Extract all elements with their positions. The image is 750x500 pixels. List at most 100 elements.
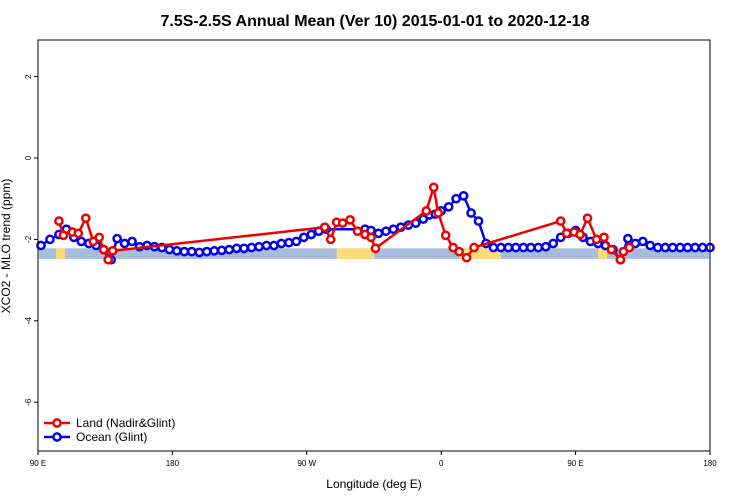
data-point [582, 213, 593, 224]
data-point [370, 243, 381, 254]
data-point [36, 240, 46, 251]
data-point [443, 201, 454, 212]
y-tick-label: -2 [24, 235, 33, 243]
data-point [496, 242, 506, 253]
data-point [172, 245, 182, 256]
data-point [291, 236, 302, 247]
data-point [337, 218, 348, 228]
land-ocean-strip [39, 248, 709, 259]
data-point [525, 242, 536, 253]
data-point [366, 232, 376, 243]
data-point [107, 245, 118, 256]
data-point [624, 242, 635, 253]
data-point [179, 246, 190, 257]
y-tick-label: 2 [24, 74, 33, 79]
data-point [319, 222, 330, 233]
chart-title: 7.5S-2.5S Annual Mean (Ver 10) 2015-01-0… [161, 13, 590, 30]
data-point [112, 233, 122, 244]
x-tick-label: 90 E [567, 459, 583, 468]
data-point [98, 244, 109, 255]
data-point [201, 246, 212, 257]
data-point [164, 244, 175, 255]
data-point [518, 242, 529, 253]
data-point [652, 242, 663, 253]
plot-frame [37, 39, 711, 452]
data-point [675, 242, 685, 253]
data-point [690, 242, 700, 253]
legend-marker [52, 418, 62, 428]
x-axis: 90 E 180 90 W 0 90 E 180 [30, 451, 717, 468]
data-point [503, 242, 514, 253]
data-point [269, 240, 279, 251]
data-point [127, 236, 137, 247]
data-point [381, 226, 391, 237]
data-point [561, 228, 572, 239]
y-tick-label: 0 [24, 155, 33, 160]
data-point [473, 216, 484, 226]
legend-item-1: Ocean (Glint) [44, 430, 147, 444]
data-point [261, 240, 272, 251]
data-point [80, 213, 91, 224]
data-point [209, 245, 220, 256]
y-tick-label: -6 [24, 398, 33, 406]
data-point [451, 193, 461, 204]
land-band-2 [459, 248, 501, 259]
data-point [454, 246, 464, 257]
x-tick-label: 180 [703, 459, 717, 468]
legend-item-0: Land (Nadir&Glint) [44, 416, 175, 430]
data-point [469, 242, 479, 253]
data-point [352, 226, 363, 237]
data-point [239, 243, 249, 254]
data-point [76, 236, 87, 247]
x-tick-label: 90 E [30, 459, 46, 468]
data-point [433, 208, 444, 218]
data-point [615, 254, 626, 265]
data-point [246, 242, 257, 253]
data-point [421, 206, 432, 216]
data-point [555, 216, 566, 226]
data-point [194, 247, 205, 258]
data-point [575, 229, 585, 240]
data-point [428, 182, 439, 193]
land-band-1 [336, 248, 374, 259]
x-tick-label: 180 [166, 459, 180, 468]
data-point [119, 238, 130, 249]
data-point [186, 246, 197, 257]
data-point [73, 228, 84, 239]
data-point [461, 252, 472, 263]
data-point [54, 216, 64, 226]
data-point [345, 215, 355, 225]
land-band-3 [598, 248, 607, 259]
data-point [458, 191, 469, 201]
data-point [94, 232, 105, 243]
data-point [682, 242, 693, 253]
data-point [224, 244, 234, 255]
data-point [298, 232, 309, 243]
y-axis: -6 -4 -2 0 2 [24, 74, 38, 406]
data-point [45, 234, 55, 245]
data-point [591, 234, 602, 245]
data-point [216, 245, 227, 256]
data-point [697, 242, 708, 253]
data-point [540, 241, 551, 252]
data-point [548, 238, 559, 249]
land-band-0 [55, 248, 65, 259]
data-point [103, 254, 114, 265]
data-point [660, 242, 671, 253]
data-point [606, 244, 617, 255]
legend-label: Land (Nadir&Glint) [76, 416, 175, 430]
data-point [276, 238, 287, 249]
x-tick-label: 90 W [297, 459, 316, 468]
data-point [667, 242, 678, 253]
legend-label: Ocean (Glint) [76, 430, 147, 444]
data-point [637, 236, 648, 247]
series-0 [54, 182, 635, 265]
data-point [623, 233, 633, 244]
legend: Land (Nadir&Glint)Ocean (Glint) [44, 416, 175, 444]
data-point [488, 242, 499, 253]
data-point [373, 228, 384, 239]
x-axis-label: Longitude (deg E) [326, 477, 421, 491]
data-point [440, 230, 451, 241]
data-point [325, 234, 336, 245]
